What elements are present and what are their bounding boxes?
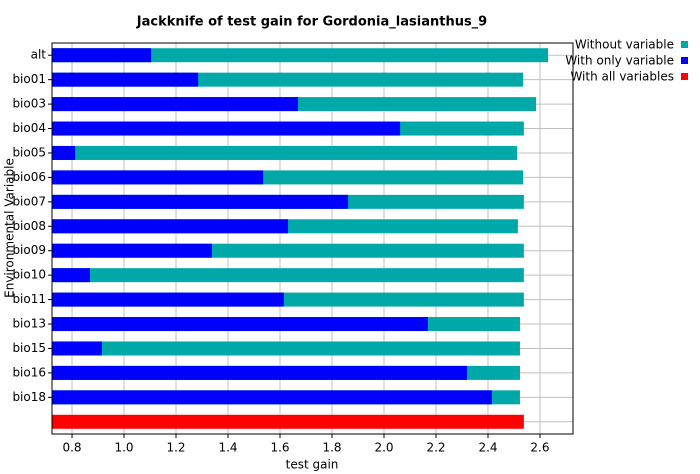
bar [52, 268, 90, 283]
x-tick-label: 1.6 [270, 441, 289, 455]
bar [52, 72, 199, 87]
y-tick-label: bio13 [12, 317, 46, 331]
legend-label: Without variable [575, 38, 674, 52]
bar [52, 194, 349, 209]
bar [52, 145, 76, 160]
y-tick-label: bio11 [12, 292, 46, 306]
y-tick-label: bio01 [12, 72, 46, 86]
legend-label: With all variables [570, 70, 674, 84]
y-tick-label: alt [31, 48, 47, 62]
bar [52, 219, 289, 234]
x-tick-label: 2.0 [374, 441, 393, 455]
bar [52, 243, 212, 258]
y-axis-label: Environmental Variable [3, 158, 17, 298]
bar [52, 414, 524, 429]
y-tick-label: bio15 [12, 341, 46, 355]
y-tick-label: bio09 [12, 243, 46, 257]
y-tick-label: bio04 [12, 121, 46, 135]
bar [52, 121, 401, 136]
y-tick-label: bio07 [12, 194, 46, 208]
bar [52, 341, 102, 356]
bar [52, 145, 518, 160]
bar [52, 97, 298, 112]
bar [52, 317, 428, 332]
y-tick-label: bio06 [12, 170, 46, 184]
bar [52, 341, 520, 356]
x-tick-label: 1.0 [114, 441, 133, 455]
bar [52, 48, 152, 63]
plot-border [51, 42, 574, 435]
bar [52, 48, 549, 63]
legend-swatch [681, 73, 688, 80]
bar [52, 268, 524, 283]
y-tick-label: bio03 [12, 97, 46, 111]
x-tick-label: 1.8 [322, 441, 341, 455]
chart-title: Jackknife of test gain for Gordonia_lasi… [136, 15, 487, 30]
y-tick-label: bio10 [12, 268, 46, 282]
x-tick-label: 2.2 [426, 441, 445, 455]
y-tick-label: bio18 [12, 390, 46, 404]
x-axis-label: test gain [286, 458, 339, 472]
bar [52, 365, 467, 380]
y-tick-label: bio16 [12, 365, 46, 379]
bar [52, 170, 264, 185]
x-tick-label: 2.4 [478, 441, 497, 455]
bar [52, 390, 492, 405]
bar [52, 292, 284, 307]
x-tick-label: 2.6 [530, 441, 549, 455]
x-tick-label: 0.8 [62, 441, 81, 455]
legend-swatch [681, 57, 688, 64]
y-tick-label: bio05 [12, 145, 46, 159]
legend-swatch [681, 41, 688, 48]
y-tick-label: bio08 [12, 219, 46, 233]
x-tick-label: 1.4 [218, 441, 237, 455]
legend-label: With only variable [565, 54, 674, 68]
x-tick-label: 1.2 [166, 441, 185, 455]
